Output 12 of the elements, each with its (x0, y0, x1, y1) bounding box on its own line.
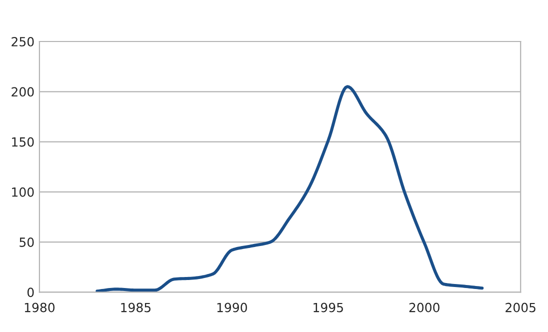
x-tick-label: 1995 (314, 302, 343, 312)
y-tick-label: 50 (20, 238, 34, 247)
y-tick-label: 0 (27, 288, 34, 298)
x-tick-label: 1980 (24, 302, 55, 312)
y-tick-label: 100 (12, 187, 34, 197)
y-tick-label: 250 (12, 36, 34, 46)
x-tick-label: 1990 (217, 302, 247, 312)
y-tick-label: 150 (12, 137, 34, 147)
x-tick-label: 2005 (506, 302, 536, 312)
y-tick-label: 200 (12, 87, 34, 97)
x-tick-label: 1985 (121, 302, 150, 312)
x-tick-label: 2000 (409, 302, 440, 312)
